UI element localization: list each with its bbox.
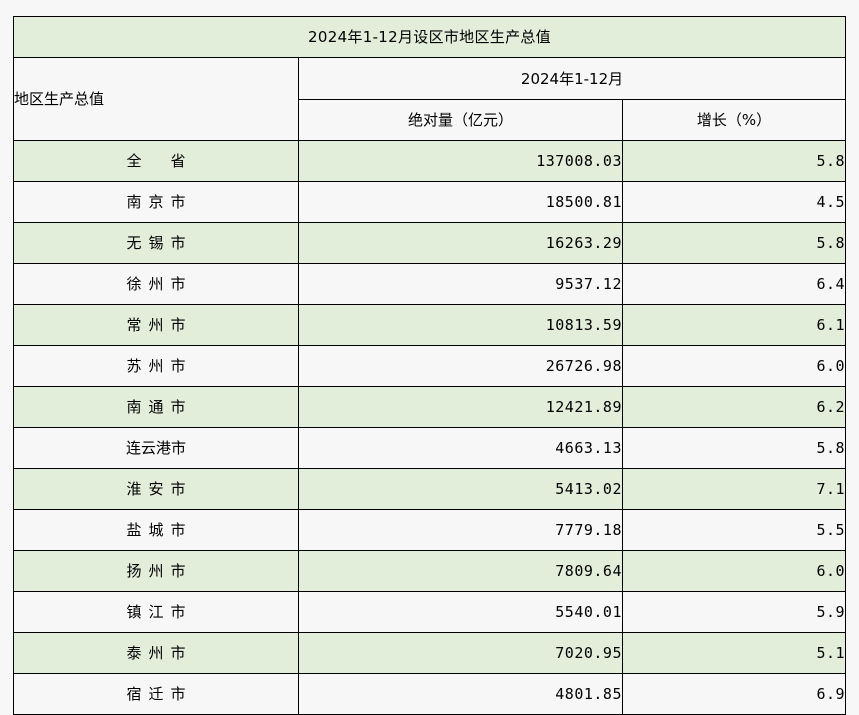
- region-name-label: 盐城市: [126, 521, 193, 539]
- region-name-label: 泰州市: [126, 644, 193, 662]
- region-name-label: 无锡市: [126, 234, 193, 252]
- region-name-cell: 淮安市: [13, 468, 299, 510]
- growth-value-cell: 7.1: [621, 468, 847, 510]
- region-name-cell: 镇江市: [13, 591, 299, 633]
- region-name-label: 宿迁市: [126, 685, 193, 703]
- region-name-cell: 泰州市: [13, 632, 299, 674]
- absolute-value-cell: 16263.29: [298, 222, 623, 264]
- growth-value-cell: 6.9: [621, 673, 847, 715]
- header-growth-label: 增长（%）: [621, 99, 847, 141]
- table-row: 盐城市 7779.18 5.5: [13, 509, 847, 551]
- growth-value-cell: 5.9: [621, 591, 847, 633]
- header-stub-label: 地区生产总值: [13, 57, 299, 141]
- header-row-period: 地区生产总值 2024年1-12月: [13, 57, 847, 141]
- header-absolute-label: 绝对量（亿元）: [298, 99, 623, 141]
- absolute-value-cell: 5540.01: [298, 591, 623, 633]
- region-name-label: 南京市: [126, 193, 193, 211]
- region-name-label: 徐州市: [126, 275, 193, 293]
- absolute-value-cell: 7809.64: [298, 550, 623, 592]
- table-row: 淮安市 5413.02 7.1: [13, 468, 847, 510]
- growth-value-cell: 6.0: [621, 550, 847, 592]
- region-name-cell: 全 省: [13, 140, 299, 182]
- table-row: 宿迁市 4801.85 6.9: [13, 673, 847, 715]
- absolute-value-cell: 4801.85: [298, 673, 623, 715]
- table-row: 苏州市 26726.98 6.0: [13, 345, 847, 387]
- header-row-subcolumns: 绝对量（亿元） 增长（%）: [14, 99, 847, 141]
- growth-value-cell: 6.4: [621, 263, 847, 305]
- table-row: 泰州市 7020.95 5.1: [13, 632, 847, 674]
- growth-value-cell: 6.1: [621, 304, 847, 346]
- region-name-cell: 南京市: [13, 181, 299, 223]
- gdp-table-body: 2024年1-12月设区市地区生产总值 地区生产总值 2024年1-12月 绝对…: [12, 16, 847, 715]
- growth-value-cell: 5.8: [621, 222, 847, 264]
- region-name-cell: 连云港市: [13, 427, 299, 469]
- table-row: 南通市 12421.89 6.2: [13, 386, 847, 428]
- growth-value-cell: 5.1: [621, 632, 847, 674]
- region-name-cell: 徐州市: [13, 263, 299, 305]
- absolute-value-cell: 7779.18: [298, 509, 623, 551]
- absolute-value-cell: 4663.13: [298, 427, 623, 469]
- table-row: 无锡市 16263.29 5.8: [13, 222, 847, 264]
- absolute-value-cell: 137008.03: [298, 140, 623, 182]
- region-name-cell: 宿迁市: [13, 673, 299, 715]
- absolute-value-cell: 12421.89: [298, 386, 623, 428]
- absolute-value-cell: 5413.02: [298, 468, 623, 510]
- region-name-cell: 无锡市: [13, 222, 299, 264]
- table-row: 常州市 10813.59 6.1: [13, 304, 847, 346]
- region-name-cell: 常州市: [13, 304, 299, 346]
- gdp-table: 2024年1-12月设区市地区生产总值 地区生产总值 2024年1-12月 绝对…: [12, 16, 847, 715]
- title-row: 2024年1-12月设区市地区生产总值: [12, 16, 847, 58]
- table-row: 镇江市 5540.01 5.9: [13, 591, 847, 633]
- growth-value-cell: 4.5: [621, 181, 847, 223]
- region-name-cell: 扬州市: [13, 550, 299, 592]
- region-name-label: 南通市: [126, 398, 193, 416]
- absolute-value-cell: 26726.98: [298, 345, 623, 387]
- table-row: 南京市 18500.81 4.5: [13, 181, 847, 223]
- growth-value-cell: 5.5: [621, 509, 847, 551]
- region-name-label: 镇江市: [126, 603, 193, 621]
- region-name-label: 苏州市: [126, 357, 193, 375]
- growth-value-cell: 5.8: [621, 140, 847, 182]
- table-row: 连云港市 4663.13 5.8: [13, 427, 847, 469]
- absolute-value-cell: 10813.59: [298, 304, 623, 346]
- table-row: 扬州市 7809.64 6.0: [13, 550, 847, 592]
- growth-value-cell: 6.2: [621, 386, 847, 428]
- region-name-label: 淮安市: [126, 480, 193, 498]
- region-name-label: 连云港市: [125, 439, 186, 457]
- region-name-cell: 苏州市: [13, 345, 299, 387]
- table-title: 2024年1-12月设区市地区生产总值: [12, 16, 847, 58]
- absolute-value-cell: 9537.12: [298, 263, 623, 305]
- header-period-label: 2024年1-12月: [297, 57, 847, 100]
- region-name-label: 全 省: [126, 152, 193, 170]
- table-row: 全 省 137008.03 5.8: [13, 140, 847, 182]
- region-name-label: 扬州市: [126, 562, 193, 580]
- region-name-cell: 盐城市: [13, 509, 299, 551]
- region-name-label: 常州市: [126, 316, 193, 334]
- table-row: 徐州市 9537.12 6.4: [13, 263, 847, 305]
- absolute-value-cell: 18500.81: [298, 181, 623, 223]
- region-name-cell: 南通市: [13, 386, 299, 428]
- growth-value-cell: 6.0: [621, 345, 847, 387]
- growth-value-cell: 5.8: [621, 427, 847, 469]
- absolute-value-cell: 7020.95: [298, 632, 623, 674]
